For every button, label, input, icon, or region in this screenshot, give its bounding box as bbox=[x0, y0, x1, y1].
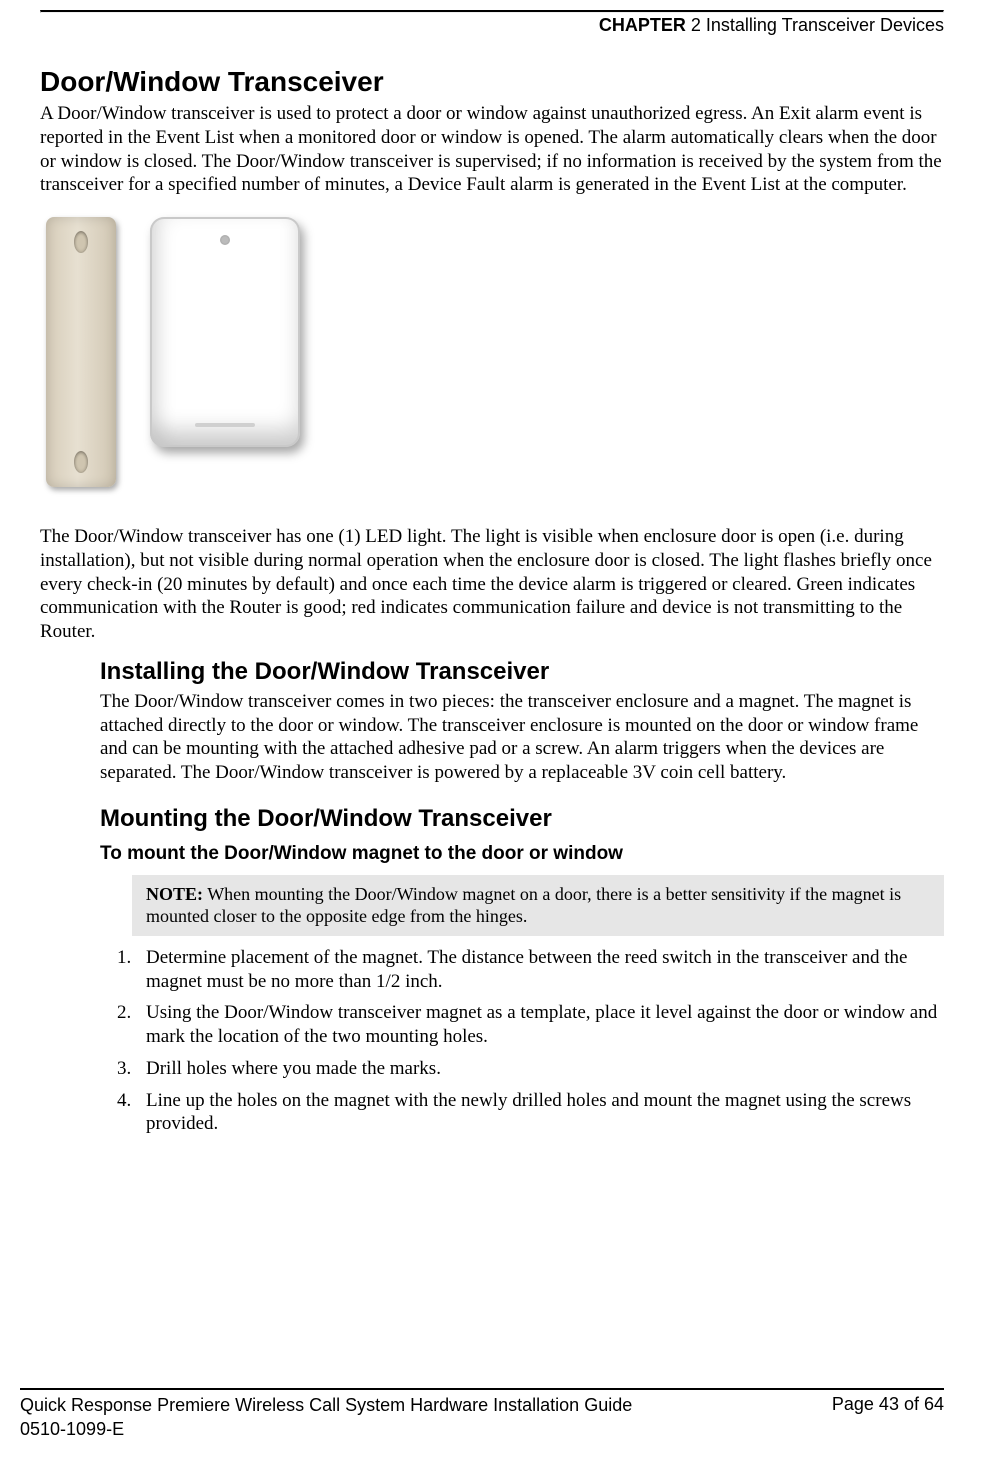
footer-doc-number: 0510-1099-E bbox=[20, 1418, 632, 1441]
note-text: When mounting the Door/Window magnet on … bbox=[146, 884, 901, 927]
step-item: Using the Door/Window transceiver magnet… bbox=[136, 1001, 944, 1049]
chapter-title: 2 Installing Transceiver Devices bbox=[686, 15, 944, 35]
transceiver-figure bbox=[40, 211, 300, 501]
installing-paragraph: The Door/Window transceiver comes in two… bbox=[100, 690, 944, 785]
intro-paragraph: A Door/Window transceiver is used to pro… bbox=[40, 102, 944, 197]
step-item: Line up the holes on the magnet with the… bbox=[136, 1089, 944, 1137]
installing-heading: Installing the Door/Window Transceiver bbox=[100, 658, 944, 686]
footer-page-number: Page 43 of 64 bbox=[832, 1394, 944, 1415]
mounting-heading: Mounting the Door/Window Transceiver bbox=[100, 805, 944, 833]
step-item: Determine placement of the magnet. The d… bbox=[136, 946, 944, 994]
step-item: Drill holes where you made the marks. bbox=[136, 1057, 944, 1081]
enclosure-illustration bbox=[150, 217, 300, 447]
chapter-label: CHAPTER bbox=[599, 15, 686, 35]
note-box: NOTE: When mounting the Door/Window magn… bbox=[132, 875, 944, 936]
steps-list: Determine placement of the magnet. The d… bbox=[106, 946, 944, 1136]
task-heading: To mount the Door/Window magnet to the d… bbox=[100, 843, 944, 865]
chapter-header: CHAPTER 2 Installing Transceiver Devices bbox=[40, 13, 944, 66]
footer-guide-title: Quick Response Premiere Wireless Call Sy… bbox=[20, 1394, 632, 1417]
page-footer: Quick Response Premiere Wireless Call Sy… bbox=[20, 1388, 944, 1441]
led-paragraph: The Door/Window transceiver has one (1) … bbox=[40, 525, 944, 644]
magnet-illustration bbox=[46, 217, 116, 487]
note-label: NOTE: bbox=[146, 884, 203, 904]
page-title: Door/Window Transceiver bbox=[40, 66, 944, 98]
